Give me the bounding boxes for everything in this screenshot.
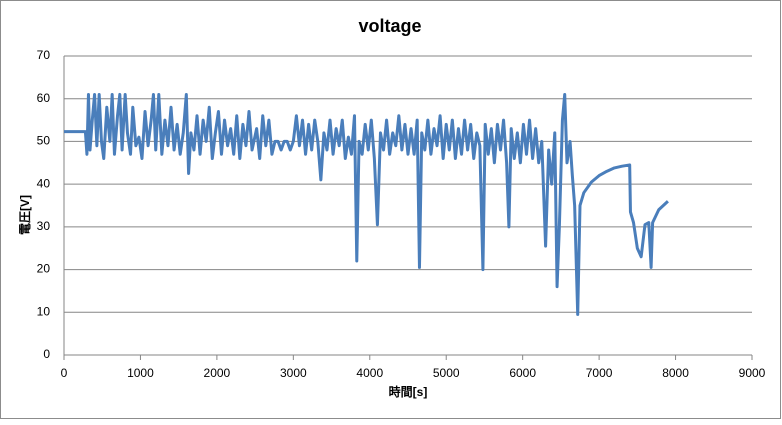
- x-tick-label: 7000: [586, 366, 613, 380]
- x-tick-label: 2000: [204, 366, 231, 380]
- y-tick-label: 60: [37, 91, 51, 105]
- y-axis-label: 電圧[V]: [18, 195, 32, 235]
- chart-title: voltage: [358, 16, 421, 36]
- x-tick-label: 0: [61, 366, 68, 380]
- line-series: [64, 92, 669, 316]
- x-tick-label: 4000: [356, 366, 383, 380]
- x-axis-label: 時間[s]: [389, 384, 428, 399]
- y-tick-label: 50: [37, 134, 51, 148]
- y-tick-label: 70: [37, 48, 51, 62]
- y-tick-label: 30: [37, 219, 51, 233]
- y-tick-label: 20: [37, 262, 51, 276]
- y-tick-label: 0: [43, 347, 50, 361]
- x-tick-label: 8000: [662, 366, 689, 380]
- x-tick-label: 5000: [433, 366, 460, 380]
- x-tick-label: 6000: [509, 366, 536, 380]
- y-tick-label: 10: [37, 304, 51, 318]
- x-tick-label: 3000: [280, 366, 307, 380]
- x-tick-label: 1000: [127, 366, 154, 380]
- x-tick-label: 9000: [739, 366, 766, 380]
- y-tick-label: 40: [37, 176, 51, 190]
